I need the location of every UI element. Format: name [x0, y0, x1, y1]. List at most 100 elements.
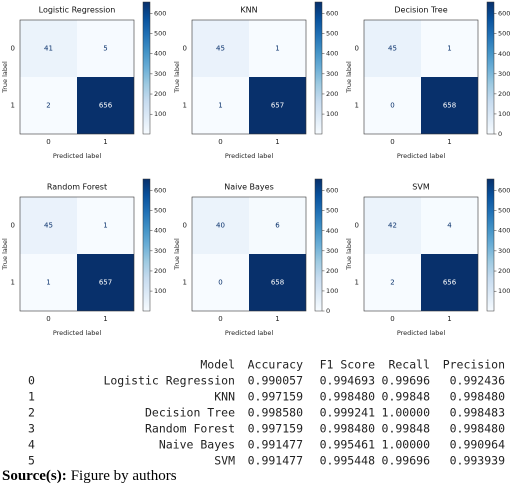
- colorbar: [486, 178, 495, 312]
- table-cell: 0.992436: [450, 374, 505, 388]
- colorbar-tick-label: 300: [498, 70, 510, 78]
- subplot-title: Decision Tree: [394, 6, 447, 15]
- x-tick-label: 1: [103, 138, 107, 146]
- row-index: 5: [28, 454, 35, 468]
- cell-label: 1: [218, 102, 222, 110]
- colorbar: [142, 1, 151, 135]
- x-axis-label: Predicted label: [53, 152, 101, 160]
- y-tick-label: 1: [183, 279, 187, 287]
- colorbar-tick-label: 300: [498, 247, 510, 255]
- colorbar: [142, 178, 151, 312]
- cell-label: 45: [388, 45, 397, 53]
- heatmap-cell: [421, 20, 478, 77]
- table-cell: SVM: [214, 454, 235, 468]
- cell-label: 658: [443, 102, 456, 110]
- cell-label: 1: [447, 45, 451, 53]
- cell-label: 657: [271, 102, 284, 110]
- colorbar-tick-label: 0: [498, 130, 502, 138]
- y-axis-label: True label: [173, 238, 181, 271]
- heatmap-cell: [77, 77, 134, 134]
- table-cell: 0.99848: [382, 390, 431, 404]
- subplot-title: Naive Bayes: [224, 183, 274, 192]
- heatmap-cell: [77, 20, 134, 77]
- y-axis-label: True label: [1, 61, 9, 94]
- y-tick-label: 0: [11, 222, 15, 230]
- colorbar-tick-label: 500: [498, 30, 510, 38]
- table-cell: 0.990964: [450, 438, 505, 452]
- x-tick-label: 0: [218, 315, 222, 323]
- x-tick-label: 1: [103, 315, 107, 323]
- plot-frame: [191, 196, 307, 312]
- colorbar-tick-label: 300: [326, 70, 338, 78]
- plot-frame: [363, 19, 479, 135]
- table-cell: 0.995448: [320, 454, 375, 468]
- colorbar-tick-label: 400: [326, 227, 338, 235]
- cell-label: 1: [46, 279, 50, 287]
- table-cell: 0.999241: [320, 406, 375, 420]
- colorbar-tick-label: 300: [154, 70, 166, 78]
- colorbar-tick-label: 600: [326, 187, 338, 195]
- cell-label: 5: [103, 45, 107, 53]
- cell-label: 1: [275, 45, 279, 53]
- x-tick-label: 0: [46, 138, 50, 146]
- y-tick-label: 1: [355, 279, 359, 287]
- subplot-title: SVM: [412, 183, 430, 192]
- heatmap-cell: [20, 254, 77, 311]
- colorbar-tick-label: 100: [326, 110, 338, 118]
- plot-frame: [19, 196, 135, 312]
- colorbar-tick-label: 500: [154, 29, 166, 37]
- heatmap-cell: [192, 254, 249, 311]
- colorbar-tick-label: 100: [154, 287, 166, 295]
- colorbar-tick-label: 400: [498, 227, 510, 235]
- colorbar-tick-label: 200: [498, 267, 510, 275]
- cell-label: 658: [271, 279, 284, 287]
- heatmap-cell: [192, 20, 249, 77]
- table-cell: 1.00000: [382, 438, 431, 452]
- table-cell: KNN: [214, 390, 235, 404]
- row-index: 4: [28, 438, 35, 452]
- heatmap-cell: [421, 77, 478, 134]
- heatmap-cell: [364, 20, 421, 77]
- y-tick-label: 1: [11, 102, 15, 110]
- heatmap-cell: [249, 20, 306, 77]
- heatmap-cell: [249, 77, 306, 134]
- table-cell: 0.998480: [450, 422, 505, 436]
- table-cell: 0.99848: [382, 422, 431, 436]
- colorbar-tick-label: 200: [326, 90, 338, 98]
- row-index: 2: [28, 406, 35, 420]
- y-tick-label: 0: [183, 222, 187, 230]
- colorbar-tick-label: 200: [154, 90, 166, 98]
- cell-label: 2: [390, 279, 394, 287]
- cell-label: 0: [390, 102, 394, 110]
- table-cell: 0.998580: [248, 406, 303, 420]
- heatmap-cell: [20, 20, 77, 77]
- colorbar-tick-label: 600: [498, 186, 510, 194]
- cell-label: 41: [44, 45, 53, 53]
- table-cell: Decision Tree: [145, 406, 235, 420]
- cell-label: 40: [216, 222, 225, 230]
- x-axis-label: Predicted label: [225, 152, 273, 160]
- cell-label: 45: [216, 45, 225, 53]
- heatmap-cell: [20, 77, 77, 134]
- colorbar-tick-label: 0: [326, 307, 330, 315]
- source-text: Figure by authors: [71, 468, 177, 484]
- cell-label: 657: [99, 279, 112, 287]
- cell-label: 2: [46, 102, 50, 110]
- table-cell: 0.998480: [450, 390, 505, 404]
- row-index: 1: [28, 390, 35, 404]
- table-cell: 0.993939: [450, 454, 505, 468]
- plot-frame: [19, 19, 135, 135]
- x-tick-label: 1: [447, 138, 451, 146]
- heatmap-cell: [77, 197, 134, 254]
- colorbar-tick-label: 600: [154, 186, 166, 194]
- cell-label: 45: [44, 222, 53, 230]
- table-cell: Naive Bayes: [159, 438, 235, 452]
- y-axis-label: True label: [173, 61, 181, 94]
- heatmap-cell: [364, 254, 421, 311]
- table-cell: 0.997159: [248, 422, 303, 436]
- heatmap-cell: [249, 254, 306, 311]
- x-axis-label: Predicted label: [225, 329, 273, 337]
- colorbar-tick-label: 400: [154, 227, 166, 235]
- plot-frame: [191, 19, 307, 135]
